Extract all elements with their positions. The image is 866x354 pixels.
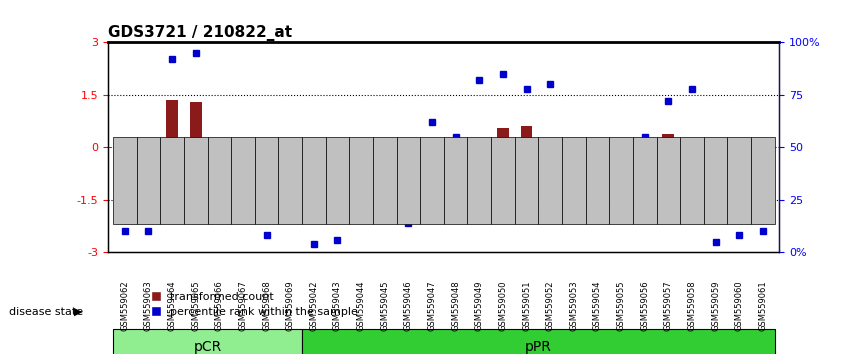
Bar (449, 140, 462, 147)
Bar (284, 145, 296, 147)
Bar (190, 102, 202, 147)
Bar (308, 147, 320, 168)
Bar (474, 144, 485, 147)
Bar (662, 134, 675, 147)
Bar (757, 147, 769, 166)
FancyBboxPatch shape (326, 137, 349, 224)
FancyBboxPatch shape (610, 137, 633, 224)
FancyBboxPatch shape (302, 137, 326, 224)
Text: GSM559050: GSM559050 (499, 280, 507, 331)
FancyBboxPatch shape (680, 137, 704, 224)
FancyBboxPatch shape (727, 137, 751, 224)
FancyBboxPatch shape (514, 137, 539, 224)
Text: GSM559046: GSM559046 (404, 280, 413, 331)
Bar (544, 147, 556, 161)
Text: GSM559047: GSM559047 (428, 280, 436, 331)
FancyBboxPatch shape (302, 329, 775, 354)
FancyBboxPatch shape (373, 137, 397, 224)
Bar (639, 144, 650, 147)
FancyBboxPatch shape (444, 137, 468, 224)
FancyBboxPatch shape (231, 137, 255, 224)
Text: disease state: disease state (9, 307, 83, 316)
Text: GSM559058: GSM559058 (688, 280, 696, 331)
Text: GSM559068: GSM559068 (262, 280, 271, 331)
Text: GSM559066: GSM559066 (215, 280, 223, 331)
FancyBboxPatch shape (468, 137, 491, 224)
FancyBboxPatch shape (633, 137, 656, 224)
Text: GSM559060: GSM559060 (734, 280, 744, 331)
FancyBboxPatch shape (208, 137, 231, 224)
FancyBboxPatch shape (278, 137, 302, 224)
Text: GSM559051: GSM559051 (522, 280, 531, 331)
Text: GSM559043: GSM559043 (333, 280, 342, 331)
Text: GSM559045: GSM559045 (380, 280, 389, 331)
Text: GSM559062: GSM559062 (120, 280, 129, 331)
FancyBboxPatch shape (656, 137, 680, 224)
Bar (591, 147, 604, 160)
Text: GSM559061: GSM559061 (759, 280, 767, 331)
Text: GSM559056: GSM559056 (640, 280, 650, 331)
Text: GSM559069: GSM559069 (286, 280, 294, 331)
Bar (213, 147, 225, 150)
Bar (332, 147, 344, 166)
FancyBboxPatch shape (751, 137, 775, 224)
Text: pPR: pPR (525, 339, 552, 354)
FancyBboxPatch shape (113, 329, 302, 354)
Text: GSM559052: GSM559052 (546, 280, 554, 331)
FancyBboxPatch shape (113, 137, 137, 224)
Text: pCR: pCR (193, 339, 222, 354)
Text: GSM559048: GSM559048 (451, 280, 460, 331)
Text: GSM559063: GSM559063 (144, 280, 153, 331)
Text: ▶: ▶ (74, 307, 82, 316)
FancyBboxPatch shape (184, 137, 208, 224)
FancyBboxPatch shape (160, 137, 184, 224)
Bar (166, 100, 178, 147)
Bar (261, 147, 273, 150)
Text: GSM559055: GSM559055 (617, 280, 625, 331)
Bar (143, 147, 154, 152)
Bar (686, 138, 698, 147)
Text: GSM559053: GSM559053 (569, 280, 578, 331)
Text: GSM559057: GSM559057 (664, 280, 673, 331)
Text: GDS3721 / 210822_at: GDS3721 / 210822_at (108, 25, 293, 41)
Bar (403, 147, 414, 161)
FancyBboxPatch shape (585, 137, 610, 224)
FancyBboxPatch shape (491, 137, 514, 224)
FancyBboxPatch shape (349, 137, 373, 224)
Text: GSM559064: GSM559064 (167, 280, 177, 331)
Bar (355, 147, 367, 162)
FancyBboxPatch shape (137, 137, 160, 224)
Text: GSM559049: GSM559049 (475, 280, 484, 331)
Text: GSM559054: GSM559054 (593, 280, 602, 331)
Bar (734, 147, 745, 173)
FancyBboxPatch shape (704, 137, 727, 224)
Bar (237, 147, 249, 149)
FancyBboxPatch shape (539, 137, 562, 224)
Bar (378, 147, 391, 161)
Text: GSM559044: GSM559044 (357, 280, 365, 331)
Text: GSM559059: GSM559059 (711, 280, 721, 331)
FancyBboxPatch shape (420, 137, 444, 224)
Bar (119, 147, 131, 154)
FancyBboxPatch shape (562, 137, 585, 224)
FancyBboxPatch shape (255, 137, 278, 224)
Text: GSM559065: GSM559065 (191, 280, 200, 331)
Text: GSM559042: GSM559042 (309, 280, 319, 331)
Text: GSM559067: GSM559067 (238, 280, 248, 331)
Legend: transformed count, percentile rank within the sample: transformed count, percentile rank withi… (147, 287, 362, 321)
Bar (709, 147, 721, 150)
Bar (426, 139, 438, 147)
Bar (615, 147, 627, 150)
FancyBboxPatch shape (397, 137, 420, 224)
Bar (568, 147, 579, 161)
Bar (497, 128, 509, 147)
Bar (520, 126, 533, 147)
